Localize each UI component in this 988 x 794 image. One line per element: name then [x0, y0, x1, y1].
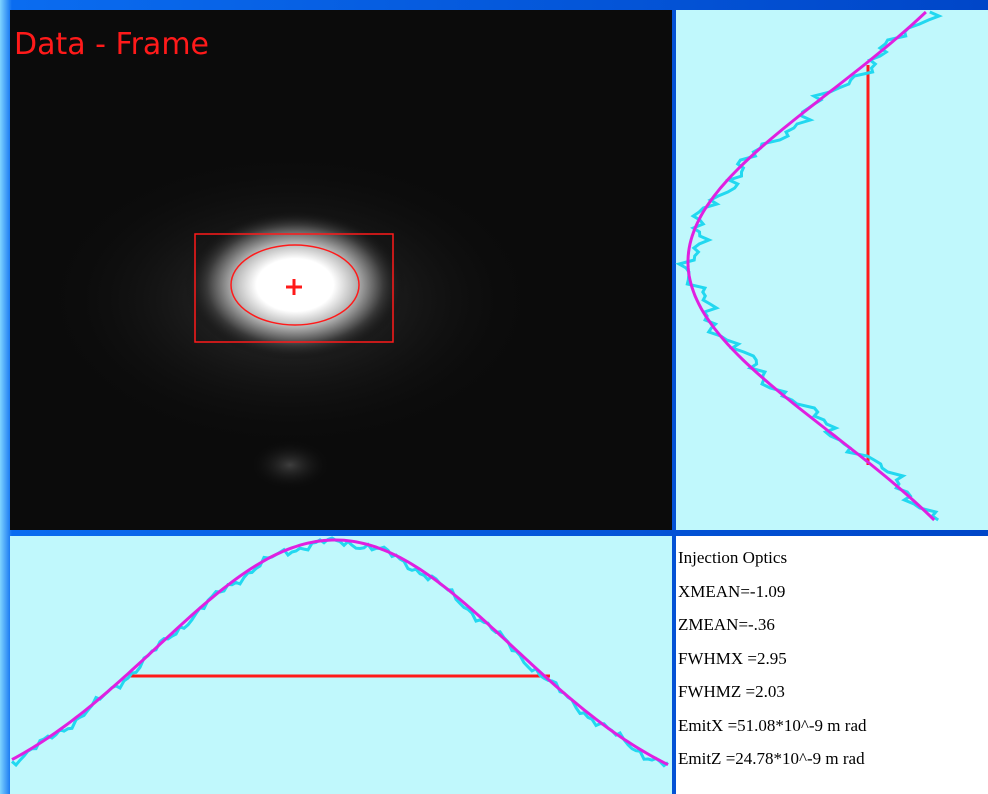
- profile-panel: [10, 536, 672, 794]
- fit-ellipse: [230, 244, 360, 326]
- info-line: XMEAN=-1.09: [678, 582, 785, 601]
- vertical-profile: [675, 10, 988, 530]
- fit-profile: [11, 538, 669, 767]
- roi-box: [194, 233, 394, 343]
- info-line: ZMEAN=-.36: [678, 615, 775, 634]
- info-background: [676, 536, 988, 794]
- glow: [250, 440, 330, 490]
- info-line: EmitZ =24.78*10^-9 m rad: [678, 749, 865, 768]
- frame-label: Data - Frame: [14, 27, 209, 62]
- horizontal-profile: [10, 536, 672, 794]
- profile-panel: [676, 10, 988, 530]
- info-line: FWHMX =2.95: [678, 649, 787, 668]
- image-panel: Data - Frame: [10, 10, 672, 530]
- center-cross: [286, 279, 302, 295]
- info-line: FWHMZ =2.03: [678, 682, 785, 701]
- info-line: EmitX =51.08*10^-9 m rad: [678, 716, 867, 735]
- measured-profile: [675, 10, 943, 522]
- info-title: Injection Optics: [678, 548, 787, 567]
- info-panel: Injection Optics XMEAN=-1.09 ZMEAN=-.36 …: [676, 536, 988, 794]
- fit-profile: [686, 10, 936, 522]
